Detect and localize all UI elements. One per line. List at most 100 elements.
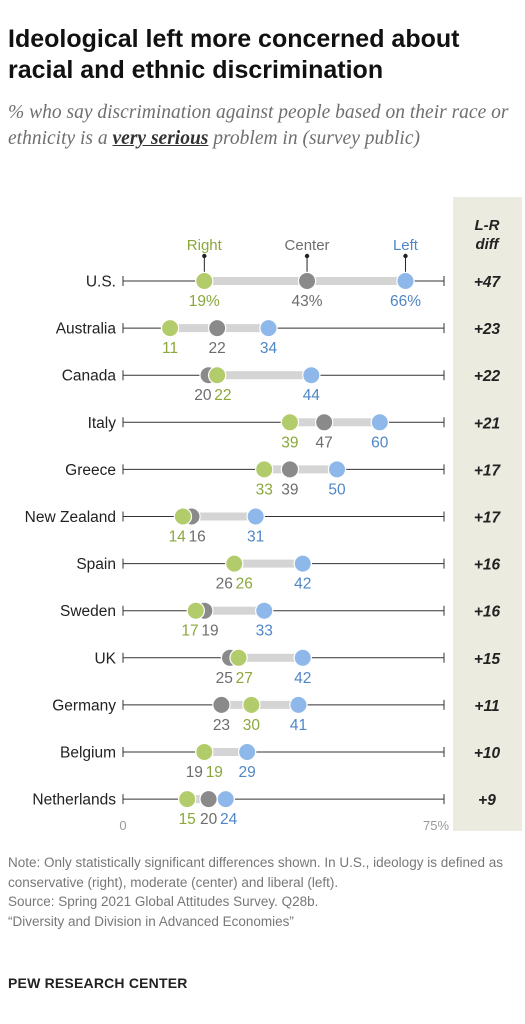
value-label-left: 29 [238, 764, 255, 781]
value-label-left: 60 [371, 434, 389, 451]
diff-column-background [453, 197, 522, 831]
value-label-right: 39 [281, 434, 298, 451]
diff-value-spain: +16 [474, 557, 501, 574]
subtitle-emphasis: very serious [112, 128, 209, 149]
range-bar [230, 653, 303, 662]
country-label-italy: Italy [88, 415, 117, 432]
dot-right [207, 366, 227, 385]
value-label-center: 25 [216, 670, 233, 687]
value-label-left: 66% [390, 293, 421, 310]
dot-right [242, 695, 261, 715]
dot-right [195, 742, 214, 762]
diff-value-netherlands: +9 [478, 792, 496, 809]
range-bar [204, 748, 248, 756]
dot-center [207, 318, 227, 338]
value-label-right: 33 [256, 481, 273, 498]
value-label-left: 33 [256, 623, 273, 640]
dot-center [297, 271, 317, 291]
note-text: Note: Only statistically significant dif… [8, 855, 503, 890]
dot-left [293, 648, 312, 668]
x-tick-label-max: 75% [423, 818, 449, 833]
value-label-right: 27 [236, 670, 253, 687]
dot-left [216, 789, 235, 809]
value-label-right: 15 [179, 811, 196, 828]
source-text: Source: Spring 2021 Global Attitudes Sur… [8, 894, 319, 909]
dot-left [259, 318, 278, 338]
value-label-center: 23 [213, 717, 230, 734]
diff-header-line-2: diff [475, 236, 500, 253]
x-tick-label-min: 0 [119, 818, 126, 833]
value-label-center: 39 [281, 481, 298, 498]
dot-center [280, 460, 300, 479]
legend-label-center: Center [285, 237, 330, 254]
value-label-center: 19 [201, 623, 218, 640]
range-bar [234, 559, 303, 568]
legend-label-right: Right [187, 237, 223, 254]
dot-left [255, 601, 274, 620]
diff-value-australia: +23 [474, 321, 501, 338]
country-label-greece: Greece [65, 462, 116, 479]
range-bar [182, 512, 256, 521]
dot-right [225, 554, 244, 573]
country-label-netherlands: Netherlands [32, 792, 116, 809]
chart-title: Ideological left more concerned about ra… [8, 25, 460, 84]
dot-right [229, 648, 248, 668]
value-label-left: 24 [220, 811, 238, 828]
value-label-right: 19 [206, 764, 223, 781]
dot-left [370, 413, 389, 432]
value-label-center: 22 [209, 340, 226, 357]
dot-plot-chart: L-R diff Right Center Left U.S. 19% 43% 66% +47 Au… [25, 197, 522, 833]
legend-pointer-dot-left [403, 253, 408, 259]
diff-value-u-s: +47 [474, 274, 502, 291]
diff-value-uk: +15 [474, 651, 501, 668]
value-label-center: 20 [194, 387, 212, 404]
dot-right [195, 271, 214, 291]
value-label-right: 11 [162, 340, 178, 357]
value-label-left: 31 [247, 529, 264, 546]
dot-left [289, 695, 308, 715]
chart-notes: Note: Only statistically significant dif… [8, 853, 508, 931]
diff-header-line-1: L-R [475, 217, 500, 234]
dot-right [280, 413, 300, 432]
value-label-right: 22 [214, 387, 231, 404]
diff-value-sweden: +16 [474, 604, 501, 621]
diff-value-italy: +21 [474, 415, 500, 432]
chart-subtitle: % who say discrimination against people … [8, 100, 518, 152]
value-label-center: 43% [292, 293, 323, 310]
range-bar [289, 418, 380, 427]
value-label-center: 47 [316, 434, 333, 451]
dot-center [212, 695, 231, 715]
country-label-uk: UK [94, 650, 116, 667]
subtitle-text-end: problem in (survey public) [208, 128, 420, 149]
diff-value-germany: +11 [474, 698, 499, 715]
range-bar [195, 606, 265, 615]
report-title: “Diversity and Division in Advanced Econ… [8, 913, 294, 929]
diff-value-belgium: +10 [474, 745, 501, 762]
dot-left [396, 271, 415, 291]
country-label-belgium: Belgium [60, 745, 116, 762]
dot-right [173, 507, 193, 526]
value-label-right: 14 [169, 529, 187, 546]
dot-right [160, 318, 180, 338]
value-label-center: 16 [189, 529, 206, 546]
dot-left [327, 460, 347, 479]
value-label-center: 20 [200, 811, 218, 828]
value-label-left: 42 [294, 670, 311, 687]
value-label-right: 19% [189, 293, 220, 310]
dot-right [177, 789, 197, 809]
country-label-germany: Germany [52, 697, 116, 714]
diff-value-canada: +22 [474, 368, 501, 385]
dot-left [293, 554, 312, 573]
value-label-left: 44 [303, 387, 321, 404]
value-label-right: 26 [236, 576, 253, 593]
value-label-right: 30 [243, 717, 261, 734]
country-label-canada: Canada [62, 368, 117, 385]
dot-center [314, 413, 334, 432]
country-label-australia: Australia [56, 321, 117, 338]
legend-pointer-dot-center [304, 253, 310, 259]
dot-center [199, 789, 218, 809]
value-label-left: 34 [260, 340, 278, 357]
dot-right [186, 601, 205, 620]
diff-value-new-zealand: +17 [474, 510, 502, 527]
value-label-center: 26 [216, 576, 233, 593]
